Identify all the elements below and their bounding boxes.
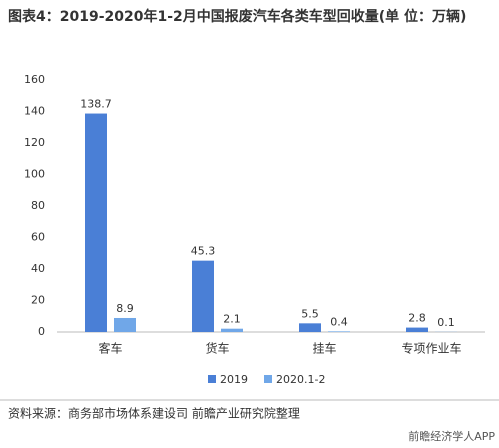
data-label: 5.5 [301, 307, 319, 320]
y-tick-label: 60 [31, 231, 45, 244]
chart-title: 图表4：2019-2020年1-2月中国报废汽车各类车型回收量(单 位：万辆) [8, 9, 467, 25]
data-label: 8.9 [116, 302, 134, 315]
watermark: 前瞻经济学人APP [408, 429, 495, 443]
data-label: 2.1 [223, 313, 241, 326]
y-tick-label: 40 [31, 262, 45, 275]
bar [192, 260, 214, 332]
legend-label: 2020.1-2 [276, 373, 325, 386]
y-tick-label: 20 [31, 294, 45, 307]
x-tick-label: 专项作业车 [401, 341, 461, 356]
bar [114, 317, 136, 332]
bar [221, 328, 243, 332]
data-label: 138.7 [80, 98, 112, 111]
bar [299, 323, 321, 332]
data-label: 45.3 [191, 245, 216, 258]
y-tick-label: 160 [24, 73, 45, 86]
bar [85, 113, 107, 332]
y-tick-label: 0 [38, 325, 45, 338]
y-tick-label: 140 [24, 105, 45, 118]
legend-swatch [264, 375, 272, 383]
y-tick-label: 120 [24, 136, 45, 149]
x-tick-label: 客车 [98, 341, 122, 356]
data-label: 0.1 [437, 316, 455, 329]
data-label: 2.8 [408, 312, 426, 325]
legend-swatch [208, 375, 216, 383]
source: 资料来源：商务部市场体系建设司 前瞻产业研究院整理 [8, 406, 300, 421]
x-tick-label: 货车 [205, 341, 229, 356]
bar [328, 331, 350, 332]
data-label: 0.4 [330, 315, 348, 328]
y-tick-label: 80 [31, 199, 45, 212]
y-tick-label: 100 [24, 168, 45, 181]
legend-label: 2019 [220, 373, 248, 386]
bar [406, 327, 428, 332]
x-tick-label: 挂车 [312, 341, 336, 356]
